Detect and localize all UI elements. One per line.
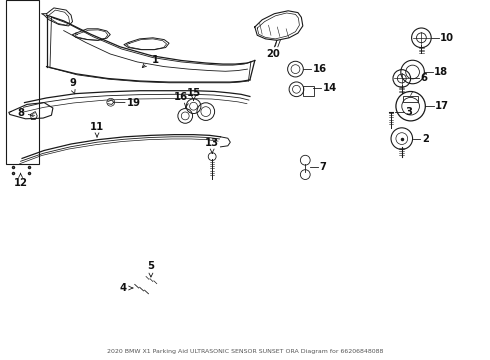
Text: 16: 16 [174, 92, 188, 102]
Text: 8: 8 [18, 108, 24, 118]
Text: 10: 10 [440, 33, 454, 43]
Text: 18: 18 [434, 67, 448, 77]
Text: 20: 20 [267, 49, 280, 59]
Text: 2020 BMW X1 Parking Aid ULTRASONIC SENSOR SUNSET ORA Diagram for 66206848088: 2020 BMW X1 Parking Aid ULTRASONIC SENSO… [107, 348, 383, 354]
Text: 5: 5 [147, 261, 154, 271]
Text: 6: 6 [420, 73, 427, 84]
Text: 1: 1 [152, 55, 159, 66]
Text: 11: 11 [90, 122, 104, 132]
Text: 15: 15 [187, 88, 200, 98]
Text: 16: 16 [313, 64, 327, 74]
Text: 19: 19 [126, 98, 141, 108]
Text: 7: 7 [319, 162, 326, 172]
Text: 14: 14 [322, 83, 337, 93]
Text: 3: 3 [406, 107, 413, 117]
Text: 4: 4 [119, 283, 126, 293]
Text: 9: 9 [69, 78, 76, 88]
Text: 2: 2 [422, 134, 429, 144]
Text: 12: 12 [14, 178, 27, 188]
Text: 17: 17 [435, 101, 449, 111]
Text: 13: 13 [205, 138, 219, 148]
